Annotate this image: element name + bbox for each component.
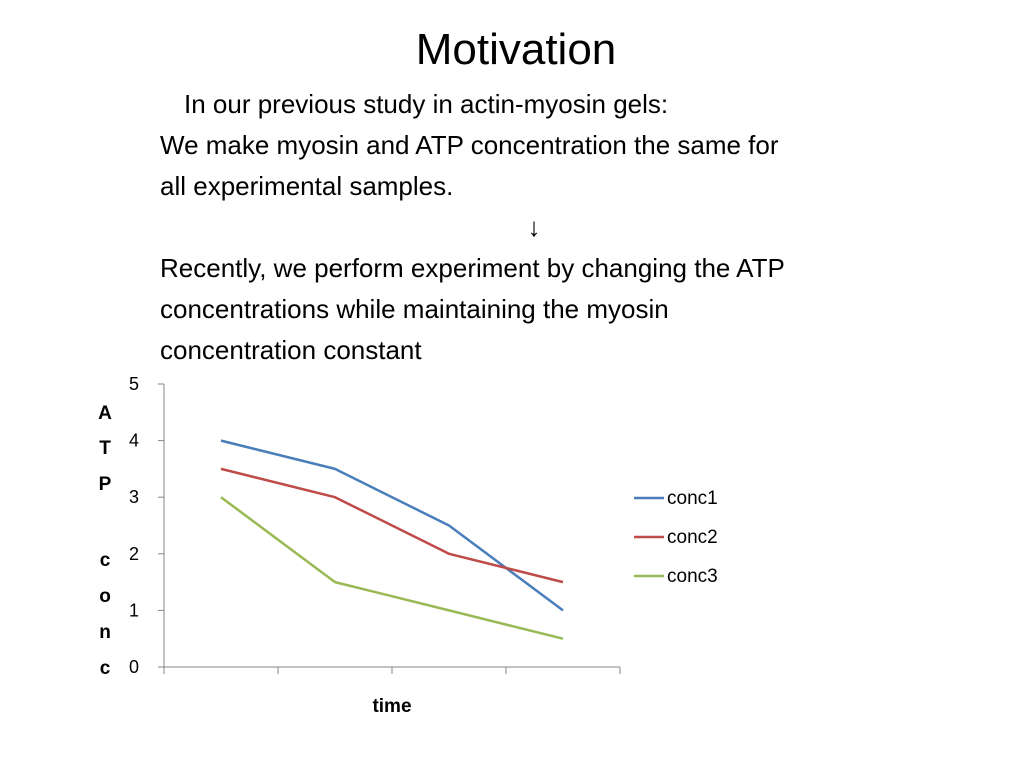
text-line-3: all experimental samples. [160,171,454,201]
legend-label-conc1: conc1 [667,488,718,509]
body-text: In our previous study in actin-myosin ge… [160,84,930,371]
y-tick-label: 0 [129,657,139,677]
y-tick-label: 3 [129,487,139,507]
down-arrow-icon: ↓ [527,212,541,242]
text-line-6: concentration constant [160,335,422,365]
y-tick-label: 1 [129,600,139,620]
text-line-5: concentrations while maintaining the myo… [160,294,669,324]
y-tick-label: 5 [129,374,139,394]
y-tick-label: 4 [129,431,139,451]
legend-label-conc3: conc3 [667,566,718,587]
series-line-conc2 [220,467,564,584]
series-line-conc3 [220,496,564,640]
text-line-1: In our previous study in actin-myosin ge… [184,89,669,119]
text-line-4: Recently, we perform experiment by chang… [160,253,785,283]
x-axis-label: time [372,696,411,717]
y-tick-label: 2 [129,544,139,564]
legend-label-conc2: conc2 [667,527,718,548]
text-line-2: We make myosin and ATP concentration the… [160,130,779,160]
slide-title: Motivation [415,25,617,74]
